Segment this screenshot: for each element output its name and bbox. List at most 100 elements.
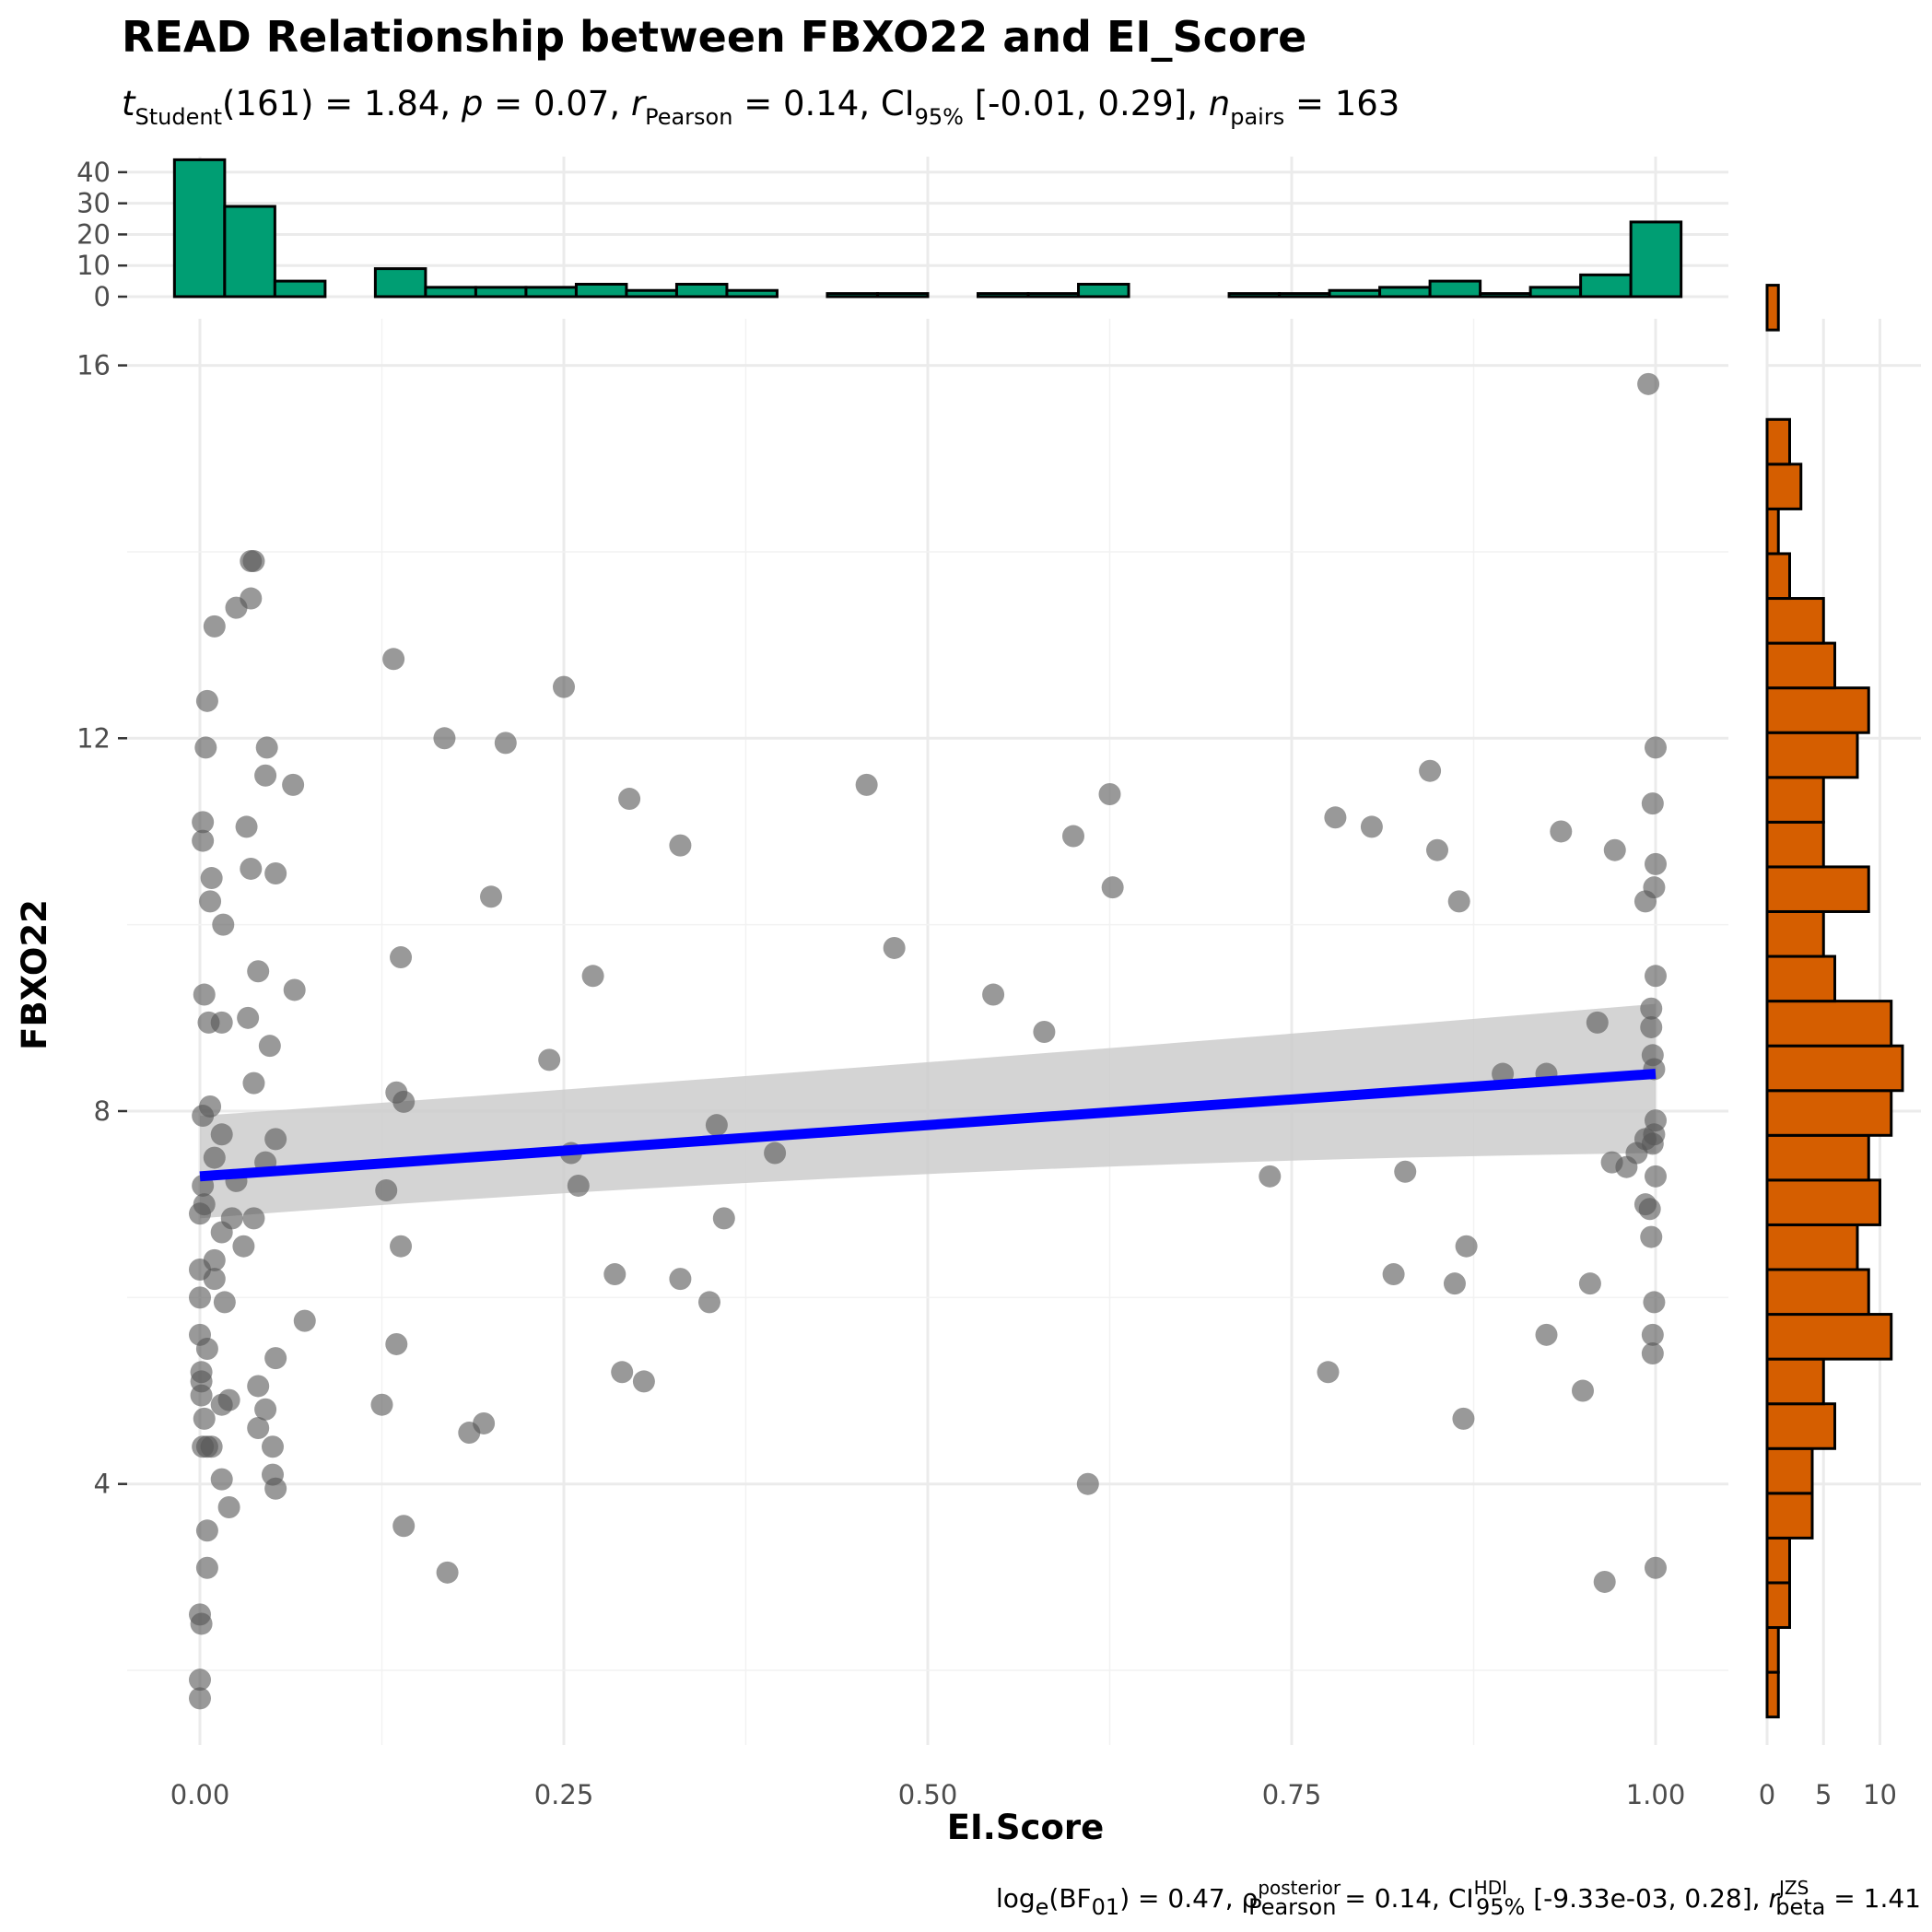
data-point: [392, 1090, 416, 1113]
data-point: [1578, 1272, 1601, 1295]
chart-caption: loge(BF01) = 0.47, ρposterior Pearson = 0…: [996, 1877, 1921, 1920]
data-point: [190, 1361, 213, 1384]
right-hist-bar: [1765, 1357, 1825, 1406]
top-hist-bar: [273, 279, 327, 299]
data-point: [1317, 1361, 1340, 1384]
data-point: [254, 1398, 277, 1421]
right-hist-bar: [1765, 463, 1803, 510]
data-point: [203, 1146, 226, 1169]
data-point: [193, 1407, 216, 1430]
right-hist-bar: [1765, 641, 1836, 690]
top-hist-bar: [1528, 286, 1583, 299]
data-point: [1637, 372, 1660, 395]
data-point: [192, 829, 215, 852]
right-hist-bar: [1765, 1492, 1814, 1540]
data-point: [473, 1411, 496, 1434]
top-hist-bar: [1278, 292, 1331, 299]
data-point: [237, 1006, 260, 1029]
data-point: [1419, 759, 1442, 782]
data-point: [494, 732, 517, 755]
data-point: [1360, 815, 1383, 838]
top-hist-bar: [625, 288, 678, 299]
right-hist-bar: [1765, 1044, 1904, 1093]
data-point: [436, 1561, 459, 1584]
top-hist-tick-label: 30: [76, 188, 111, 219]
data-point: [199, 890, 222, 913]
data-point: [1426, 838, 1448, 861]
data-point: [1640, 1015, 1663, 1038]
data-point: [189, 1286, 211, 1309]
top-histogram-grid: [127, 157, 1728, 299]
top-hist-bar: [875, 292, 930, 299]
data-point: [1076, 1472, 1099, 1495]
top-hist-tick-label: 10: [76, 250, 111, 281]
data-point: [390, 946, 413, 969]
data-point: [433, 727, 456, 750]
data-point: [217, 1388, 240, 1411]
data-point: [581, 965, 604, 988]
right-hist-bar: [1765, 686, 1870, 734]
data-point: [553, 675, 575, 698]
data-point: [705, 1114, 728, 1137]
top-hist-bar: [1479, 292, 1532, 299]
confidence-band-area: [200, 1003, 1656, 1219]
chart-subtitle: tStudent(161) = 1.84, p = 0.07, rPearson…: [122, 84, 1399, 130]
chart-title: READ Relationship between FBXO22 and EI_…: [122, 12, 1306, 62]
top-hist-bar: [1428, 279, 1482, 299]
data-point: [603, 1263, 626, 1286]
right-hist-bar: [1765, 1402, 1836, 1450]
data-point: [764, 1142, 787, 1165]
data-point: [194, 736, 217, 759]
data-point: [232, 1235, 255, 1258]
data-point: [698, 1291, 720, 1314]
scatter-panel: 0.00 0.25 0.50 0.75 1.00 4 8 12 16: [76, 319, 1728, 1810]
right-hist-bar: [1765, 1626, 1780, 1674]
data-point: [1645, 1165, 1667, 1188]
data-point: [242, 1207, 265, 1230]
top-hist-bar: [574, 282, 628, 299]
data-point: [283, 978, 306, 1001]
top-hist-bar: [373, 267, 427, 299]
scatter-grid: [127, 319, 1728, 1745]
top-hist-bar: [1378, 286, 1432, 299]
data-point: [264, 862, 287, 884]
data-point: [480, 885, 502, 908]
y-tick-label: 8: [94, 1095, 111, 1127]
data-point: [195, 689, 218, 712]
top-hist-bar: [1026, 292, 1081, 299]
data-point: [192, 811, 215, 834]
right-histogram: 0 5 10: [1759, 284, 1921, 1810]
data-point: [538, 1048, 561, 1071]
top-hist-bar: [1579, 273, 1633, 299]
data-point: [210, 1123, 233, 1146]
x-axis-tick-labels: 0.00 0.25 0.50 0.75 1.00: [170, 1779, 1686, 1810]
data-point: [258, 1035, 281, 1058]
data-point: [240, 587, 263, 610]
right-hist-bar: [1765, 1223, 1859, 1271]
data-point: [217, 1496, 240, 1518]
data-point: [1603, 838, 1626, 861]
data-point: [632, 1370, 655, 1393]
right-histogram-tick-labels: 0 5 10: [1759, 1779, 1897, 1810]
right-hist-bar: [1765, 1446, 1814, 1495]
right-hist-bar: [1765, 552, 1791, 601]
right-hist-bar: [1765, 776, 1825, 824]
top-hist-tick-label: 0: [94, 281, 111, 312]
data-point: [669, 1268, 692, 1291]
data-point: [247, 1375, 270, 1398]
top-hist-bar: [1077, 282, 1130, 299]
data-point: [1641, 1342, 1664, 1365]
y-tick-label: 4: [94, 1469, 111, 1500]
right-hist-bar: [1765, 597, 1825, 645]
data-point: [1324, 806, 1347, 829]
right-hist-bar: [1765, 1536, 1791, 1585]
data-point: [1550, 820, 1573, 843]
data-point: [1452, 1407, 1475, 1430]
top-hist-bar: [977, 292, 1030, 299]
data-point: [193, 983, 216, 1006]
data-point: [1447, 890, 1470, 913]
data-point: [189, 1323, 211, 1346]
data-point: [1098, 783, 1121, 805]
